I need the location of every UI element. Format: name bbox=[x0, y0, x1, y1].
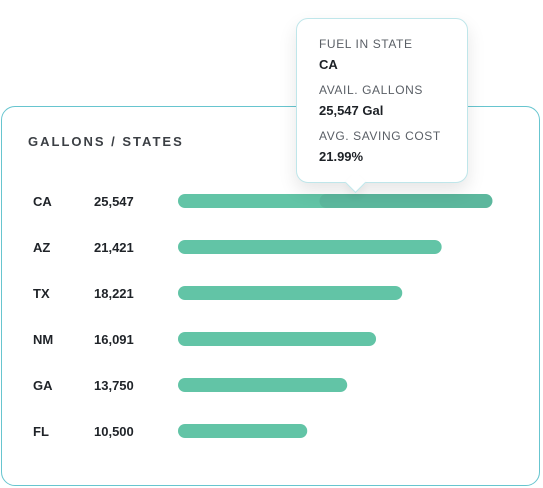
bar-highlight bbox=[319, 194, 493, 208]
category-label: CA bbox=[33, 194, 52, 209]
tooltip-gallons-value: 25,547 Gal bbox=[319, 103, 384, 118]
value-label: 21,421 bbox=[94, 240, 134, 255]
value-label: 13,750 bbox=[94, 378, 134, 393]
tooltip-saving-label: AVG. SAVING COST bbox=[319, 129, 441, 143]
value-label: 16,091 bbox=[94, 332, 134, 347]
bar[interactable] bbox=[178, 332, 377, 346]
value-label: 18,221 bbox=[94, 286, 134, 301]
bar[interactable] bbox=[178, 378, 348, 392]
bar[interactable] bbox=[178, 240, 442, 254]
chart-title: GALLONS / STATES bbox=[28, 134, 184, 149]
bar-tooltip: FUEL IN STATE CA AVAIL. GALLONS 25,547 G… bbox=[296, 18, 468, 194]
bar[interactable] bbox=[178, 286, 403, 300]
value-label: 10,500 bbox=[94, 424, 134, 439]
bar[interactable] bbox=[178, 424, 308, 438]
tooltip-state-value: CA bbox=[319, 57, 338, 72]
category-label: AZ bbox=[33, 240, 50, 255]
tooltip-gallons-label: AVAIL. GALLONS bbox=[319, 83, 423, 97]
category-label: NM bbox=[33, 332, 53, 347]
category-label: FL bbox=[33, 424, 49, 439]
category-label: TX bbox=[33, 286, 50, 301]
bar-chart: CA 25,547 AZ 21,421 TX 18,221 NM 16,091 GA 13,750… bbox=[33, 194, 493, 439]
category-label: GA bbox=[33, 378, 53, 393]
tooltip-state-label: FUEL IN STATE bbox=[319, 37, 413, 51]
value-label: 25,547 bbox=[94, 194, 134, 209]
tooltip-saving-value: 21.99% bbox=[319, 149, 364, 164]
